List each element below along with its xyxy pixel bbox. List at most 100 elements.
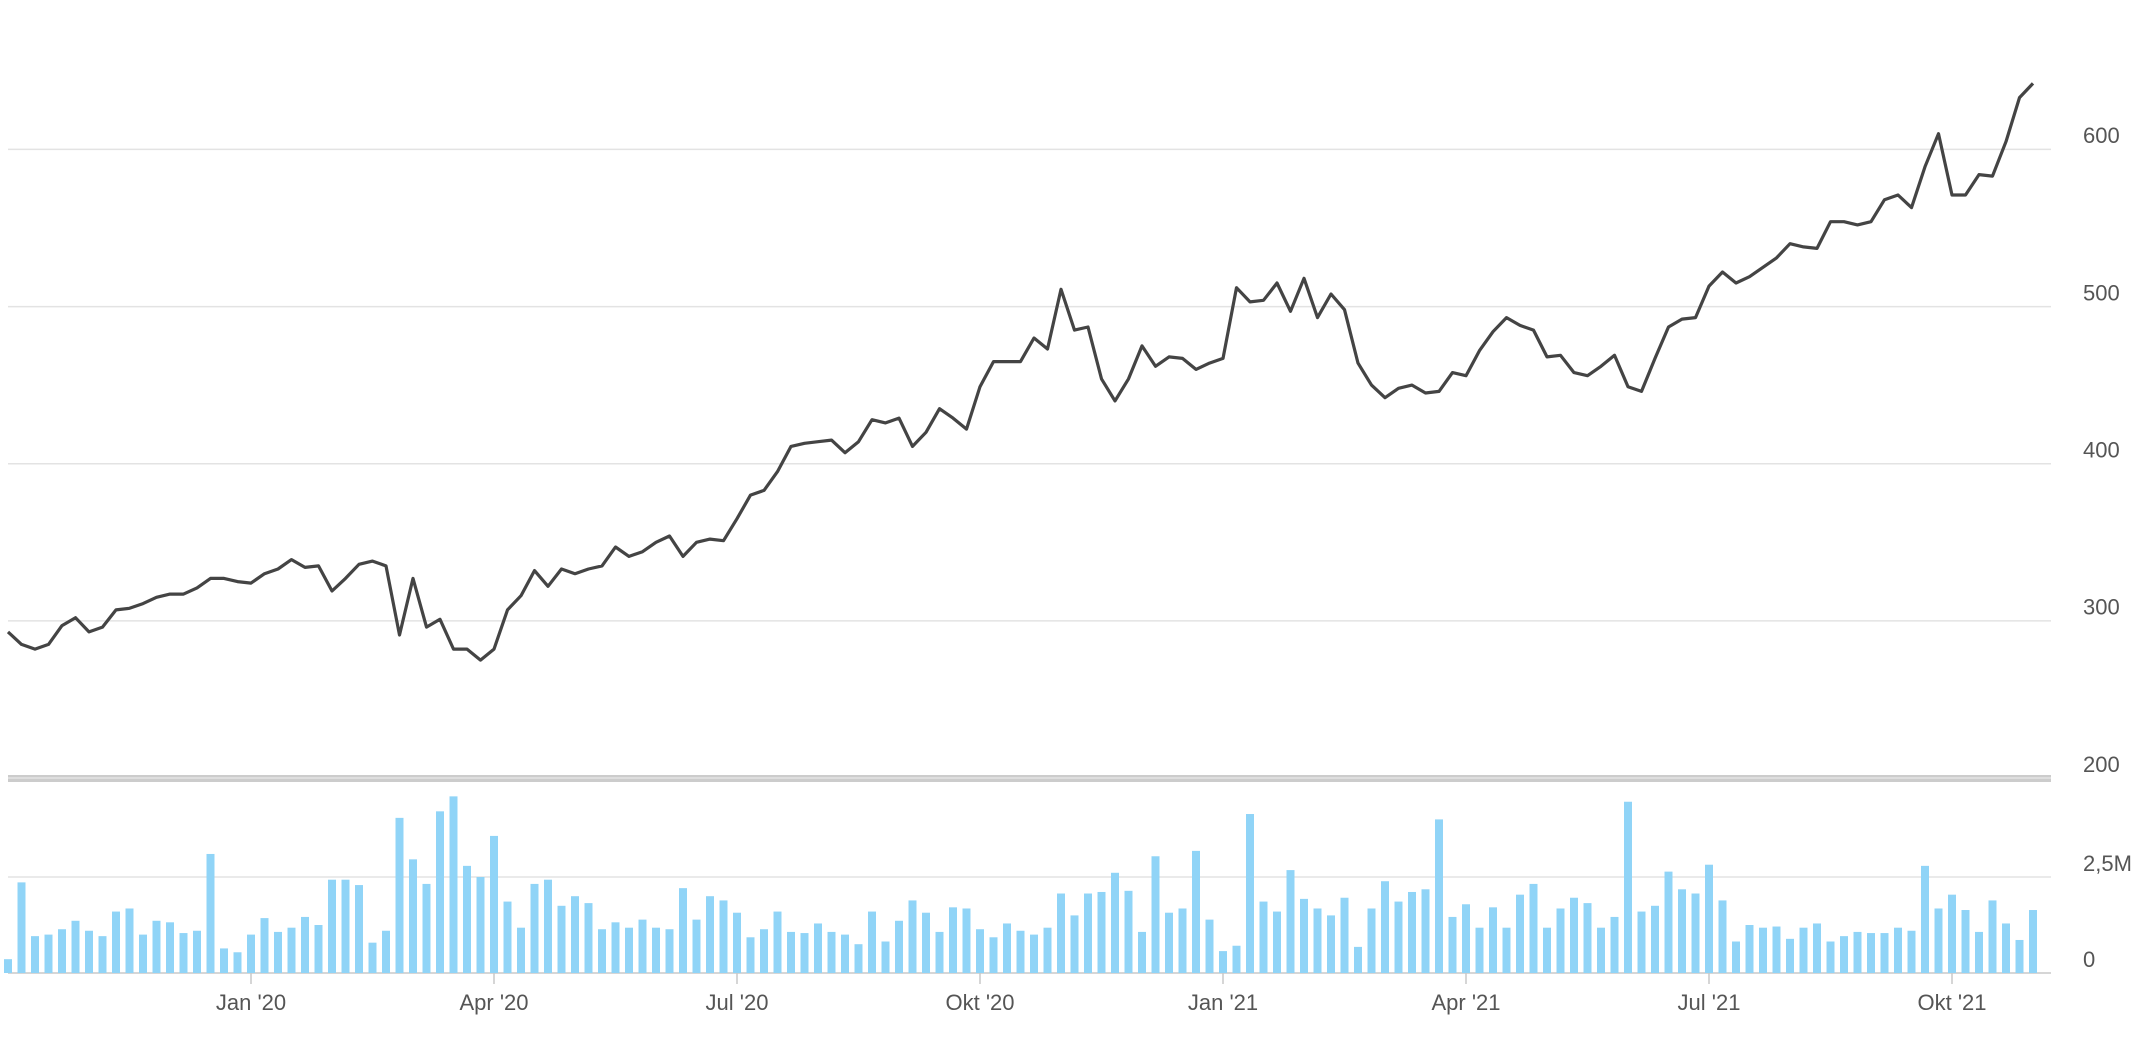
volume-bar xyxy=(1745,925,1754,973)
volume-bar xyxy=(1664,871,1673,973)
volume-bar xyxy=(1624,801,1632,973)
volume-bar xyxy=(1732,941,1740,973)
volume-bar xyxy=(625,927,633,973)
volume-bar xyxy=(247,934,255,973)
volume-bar xyxy=(1489,907,1497,973)
volume-bar xyxy=(1610,916,1619,973)
volume-bar xyxy=(1111,872,1119,973)
volume-bar xyxy=(1543,927,1551,973)
y-tick-label: 200 xyxy=(2083,752,2120,777)
volume-bar xyxy=(1259,901,1268,973)
x-tick-label: Jul '21 xyxy=(1678,990,1741,1015)
price-line xyxy=(6,82,2035,662)
volume-bar xyxy=(1394,901,1403,973)
volume-bar xyxy=(490,835,498,973)
volume-bar xyxy=(1097,891,1106,973)
volume-bar xyxy=(1988,900,1997,973)
volume-bar xyxy=(1826,941,1835,973)
volume-bar xyxy=(341,879,350,973)
volume-bar xyxy=(787,931,795,973)
volume-bar xyxy=(814,923,822,973)
volume-bar xyxy=(193,930,201,973)
volume-bar xyxy=(1273,911,1281,973)
volume-bar xyxy=(1867,933,1875,973)
volume-bar xyxy=(1840,936,1848,973)
volume-bar xyxy=(949,907,957,973)
volume-bar xyxy=(71,920,80,973)
volume-bar xyxy=(1948,894,1956,973)
x-tick-label: Jul '20 xyxy=(706,990,769,1015)
volume-bar xyxy=(1462,904,1470,973)
volume-bar xyxy=(1151,856,1160,973)
volume-bar xyxy=(449,796,458,973)
volume-bar xyxy=(125,908,134,973)
volume-bar xyxy=(328,879,336,973)
volume-bar xyxy=(773,911,782,973)
volume-bar xyxy=(1853,931,1862,973)
volume-bar xyxy=(1597,927,1605,973)
volume-bar xyxy=(422,883,431,973)
volume-bar xyxy=(1516,894,1524,973)
x-tick-label: Apr '20 xyxy=(459,990,528,1015)
volume-bar xyxy=(1570,897,1578,973)
volume-bar xyxy=(1003,923,1011,973)
volume-bar xyxy=(652,927,660,973)
volume-bar xyxy=(233,952,242,973)
volume-bar xyxy=(1556,908,1565,973)
volume-bar xyxy=(1016,930,1025,973)
volume-bar xyxy=(733,912,741,973)
volume-bar xyxy=(1192,850,1200,973)
volume-bar xyxy=(571,896,579,973)
volume-bar xyxy=(31,936,39,973)
volume-bar xyxy=(1381,881,1389,973)
volume-bar xyxy=(152,920,161,973)
volume-bar xyxy=(1421,889,1430,973)
volume-bar xyxy=(1907,930,1916,973)
x-tick-label: Okt '21 xyxy=(1917,990,1986,1015)
volume-bar xyxy=(1799,927,1808,973)
volume-bar xyxy=(1975,931,1983,973)
volume-bar xyxy=(517,927,525,973)
y-tick-label: 2,5M xyxy=(2083,851,2132,876)
volume-bar xyxy=(1300,898,1308,973)
volume-bar xyxy=(665,929,674,973)
volume-bar xyxy=(4,959,12,973)
volume-bar xyxy=(1070,915,1079,973)
volume-bar xyxy=(544,879,552,973)
volume-bar xyxy=(638,919,647,973)
volume-bar xyxy=(1961,910,1970,973)
volume-bar xyxy=(1718,900,1727,973)
volume-bar xyxy=(1327,915,1335,973)
volume-bar xyxy=(530,883,539,973)
volume-bar xyxy=(1651,905,1659,973)
volume-bar xyxy=(1921,865,1929,973)
volume-bar xyxy=(1678,889,1686,973)
volume-bar xyxy=(827,931,836,973)
x-tick-label: Jan '20 xyxy=(216,990,286,1015)
volume-bar xyxy=(17,882,26,973)
volume-bar xyxy=(841,934,849,973)
volume-bar xyxy=(260,918,269,973)
volume-bar xyxy=(1894,927,1902,973)
volume-bar xyxy=(1246,814,1254,973)
volume-bar xyxy=(692,919,701,973)
volume-bar xyxy=(557,905,566,973)
volume-bar xyxy=(1691,893,1700,973)
volume-bar xyxy=(179,933,188,973)
volume-bar xyxy=(584,903,593,973)
volume-bar xyxy=(274,931,282,973)
y-tick-label: 600 xyxy=(2083,123,2120,148)
volume-bar xyxy=(976,929,984,973)
x-tick-label: Apr '21 xyxy=(1431,990,1500,1015)
volume-bar xyxy=(1502,927,1511,973)
volume-bar xyxy=(760,929,768,973)
volume-bar xyxy=(1219,951,1227,973)
volume-bar xyxy=(355,885,363,973)
volume-bar xyxy=(44,934,53,973)
y-tick-label: 500 xyxy=(2083,280,2120,305)
volume-bar xyxy=(1813,923,1821,973)
volume-bar xyxy=(2029,910,2037,973)
volume-bar xyxy=(868,911,876,973)
volume-bar xyxy=(58,929,66,973)
